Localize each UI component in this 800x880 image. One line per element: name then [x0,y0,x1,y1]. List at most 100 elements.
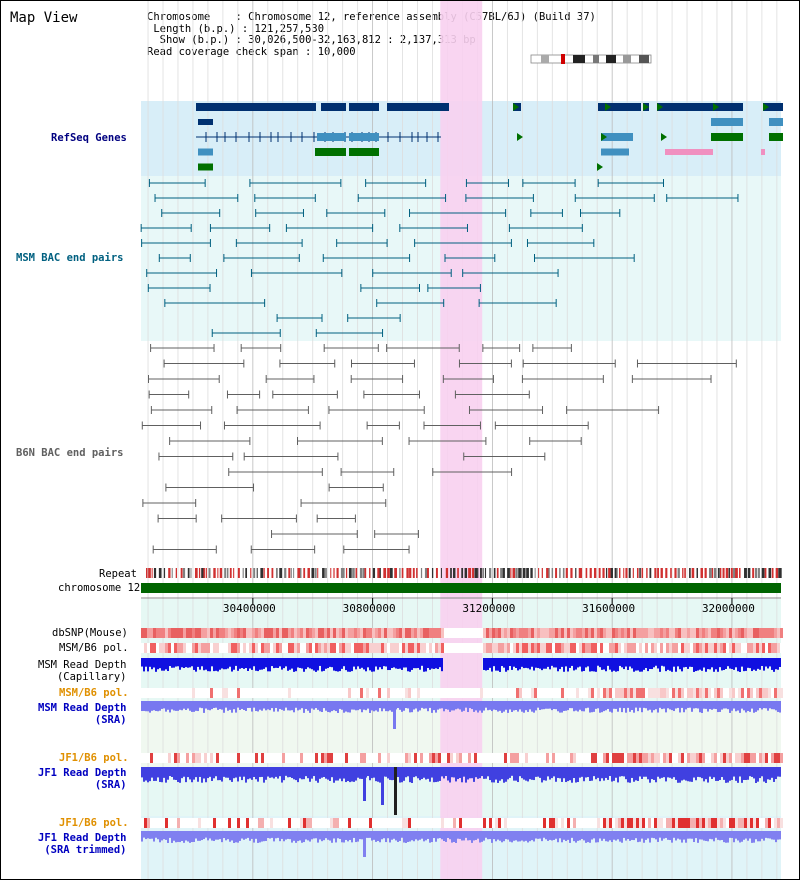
depth-bar [505,831,507,840]
heat-cell [549,753,552,763]
depth-bar [481,767,483,777]
heat-cell [270,643,273,653]
depth-bar [517,831,519,842]
repeat-mark [623,568,625,578]
depth-bar [595,831,597,843]
depth-bar [553,658,555,668]
heat-cell [597,688,600,698]
heat-cell [528,688,531,698]
heat-cell [273,643,276,653]
heat-cell [249,688,252,698]
heat-cell [318,643,321,653]
heat-cell [684,753,687,763]
depth-bar [255,701,257,712]
depth-bar [689,701,691,708]
heat-cell [471,818,474,828]
heat-cell [192,628,195,638]
depth-bar [503,658,505,668]
depth-bar [437,767,439,782]
heat-cell [345,753,348,763]
heat-cell [204,688,207,698]
heat-cell [462,628,465,638]
depth-bar [679,831,681,840]
heat-cell [297,688,300,698]
heat-cell [432,818,435,828]
depth-bar [397,767,399,778]
jf1-depth-sra-label: JF1 Read Depth (SRA) [38,767,127,791]
depth-bar [383,658,385,667]
depth-bar [409,831,411,842]
heat-cell [180,818,183,828]
heat-cell [189,628,192,638]
heat-cell [165,628,168,638]
depth-bar [419,658,421,670]
heat-cell [267,688,270,698]
depth-bar [269,831,271,839]
heat-cell [768,818,771,828]
heat-cell [480,628,483,638]
heat-cell [762,643,765,653]
heat-cell [465,818,468,828]
depth-bar [263,767,265,783]
depth-bar [771,767,773,778]
repeat-mark [593,568,597,578]
depth-bar [301,767,303,780]
depth-bar [449,701,451,712]
heat-cell [342,753,345,763]
heat-cell [429,753,432,763]
depth-bar [551,658,553,666]
depth-bar [297,767,299,783]
depth-bar [313,767,315,777]
length-value: 121,257,530 [254,22,325,35]
depth-bar [565,701,567,711]
depth-bar [743,658,745,672]
repeat-mark [689,568,691,578]
heat-cell [744,643,747,653]
depth-bar [655,831,657,840]
repeat-mark [362,568,365,578]
heat-cell [552,628,555,638]
depth-bar [161,831,163,841]
depth-bar [743,767,745,780]
depth-bar [719,658,721,668]
heat-cell [654,818,657,828]
heat-cell [771,818,774,828]
heat-cell [483,753,486,763]
heat-cell [195,643,198,653]
repeat-mark [713,568,717,578]
depth-bar [203,767,205,779]
depth-bar [257,701,259,712]
heat-cell [585,628,588,638]
depth-bar [369,767,371,781]
heat-cell [594,628,597,638]
heat-cell [327,818,330,828]
heat-cell [663,818,666,828]
heat-cell [525,643,528,653]
depth-bar [241,767,243,781]
depth-bar [441,701,443,709]
depth-bar [259,701,261,710]
depth-bar [515,767,517,781]
depth-bar [145,831,147,840]
heat-cell [237,643,240,653]
heat-cell [438,753,441,763]
depth-bar [645,831,647,840]
heat-cell [525,628,528,638]
heat-cell [567,628,570,638]
depth-bar [341,831,343,843]
depth-bar [365,658,367,672]
heat-cell [711,628,714,638]
heat-cell [381,643,384,653]
heat-cell [654,753,657,763]
depth-bar [413,658,415,669]
depth-bar [559,658,561,670]
heat-cell [387,818,390,828]
depth-bar [385,767,387,777]
heat-cell [585,818,588,828]
heat-cell [171,818,174,828]
depth-bar [667,701,669,709]
heat-cell [744,628,747,638]
depth-bar [545,831,547,840]
heat-cell [252,643,255,653]
depth-bar [439,831,441,839]
